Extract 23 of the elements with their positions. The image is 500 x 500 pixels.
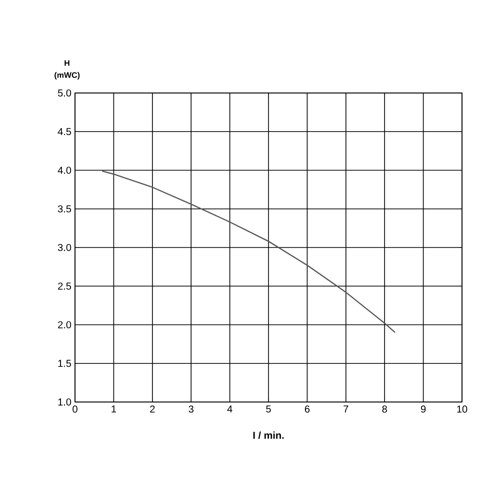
x-tick-label: 8	[382, 406, 387, 413]
y-tick-label: 4.5	[58, 128, 72, 136]
y-tick-label: 1.0	[58, 398, 72, 406]
y-tick-label: 3.0	[58, 244, 72, 252]
x-tick-label: 4	[227, 406, 232, 412]
x-tick-label: 10	[457, 406, 468, 413]
x-tick-label: 1	[112, 406, 116, 412]
line-series	[101, 170, 396, 334]
y-axis-title: H (mWC)	[54, 60, 80, 80]
y-tick-label: 3.5	[58, 205, 72, 212]
y-tick-label: 4.0	[58, 166, 72, 174]
x-tick-label: 9	[420, 406, 426, 413]
x-tick-label: 2	[150, 406, 155, 413]
x-tick-label: 5	[266, 406, 271, 413]
y-tick-label: 2.5	[58, 282, 72, 290]
x-tick-label: 7	[344, 406, 348, 412]
y-tick-label: 1.5	[58, 360, 72, 367]
x-tick-label: 3	[188, 406, 194, 413]
y-tick-label: 2.0	[58, 321, 72, 328]
x-axis-title: I / min.	[253, 431, 284, 439]
x-tick-label: 0	[72, 406, 78, 413]
x-tick-label: 6	[304, 406, 310, 413]
y-tick-label: 5.0	[58, 89, 72, 97]
